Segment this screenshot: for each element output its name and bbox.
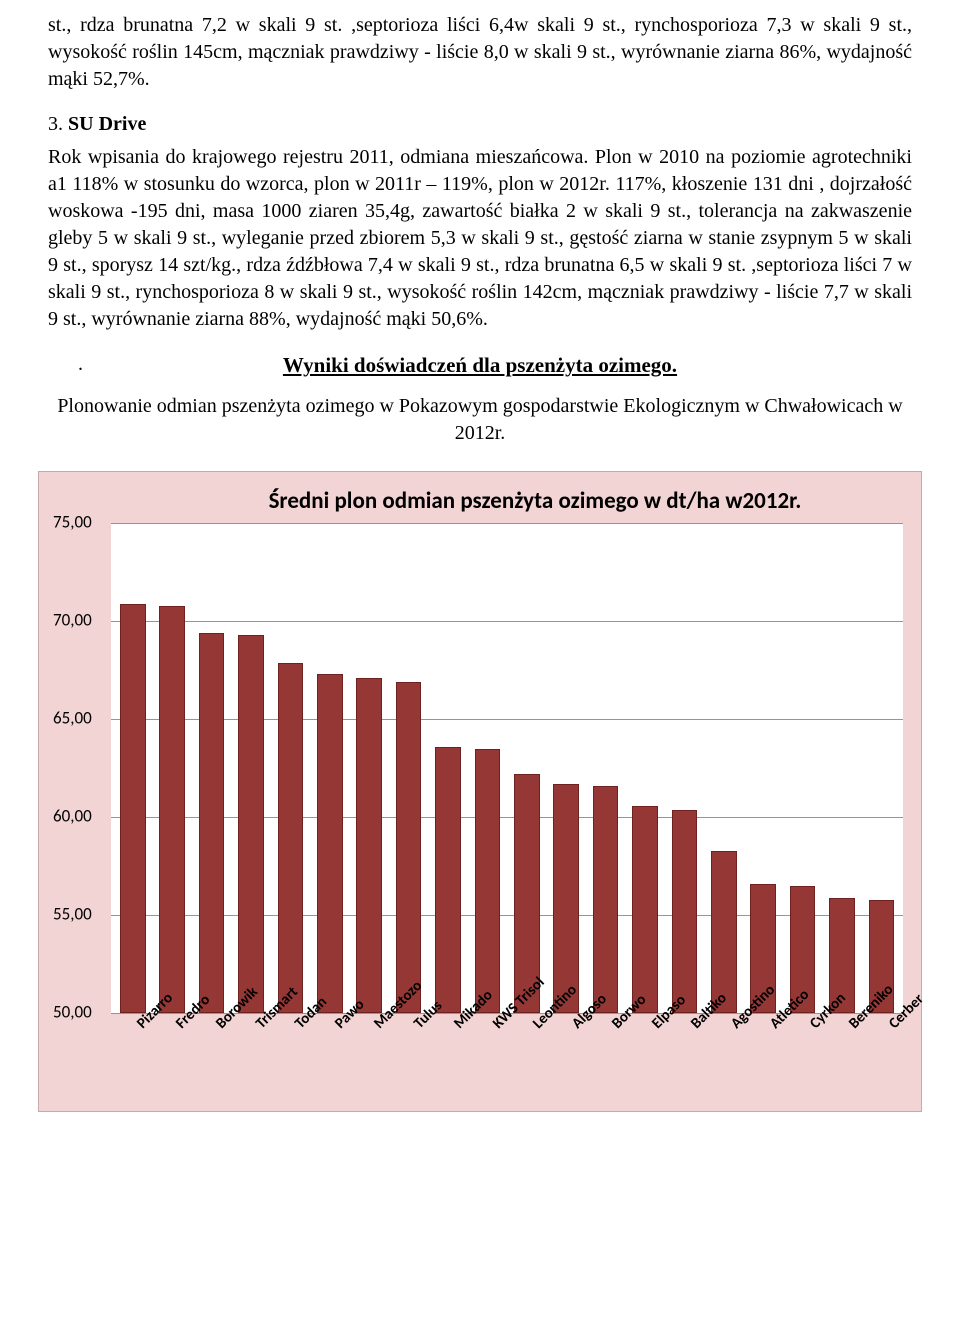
bar xyxy=(199,633,225,1013)
x-axis-label: Todan xyxy=(291,1015,310,1034)
x-label-slot: Agostino xyxy=(705,1013,745,1103)
x-label-slot: Leontino xyxy=(507,1013,547,1103)
bar xyxy=(356,678,382,1013)
chart-plot: Pizarro Fredro Borowik Trismart Todan Pawo Mae… xyxy=(53,523,907,1103)
x-axis-label: Baltiko xyxy=(687,1015,706,1034)
bar xyxy=(159,606,185,1014)
x-label-slot: Maestozo xyxy=(349,1013,389,1103)
chart-card: Średni plon odmian pszenżyta ozimego w d… xyxy=(38,471,922,1112)
chart-title: Średni plon odmian pszenżyta ozimego w d… xyxy=(163,486,907,517)
x-label-slot: KWS Trisol xyxy=(467,1013,507,1103)
x-axis-label: Mikado xyxy=(449,1015,468,1034)
x-axis-labels: Pizarro Fredro Borowik Trismart Todan Pawo Mae… xyxy=(111,1013,903,1103)
plot-area xyxy=(111,523,903,1013)
bar xyxy=(396,682,422,1013)
list-body-3: Rok wpisania do krajowego rejestru 2011,… xyxy=(48,144,912,333)
bar xyxy=(672,810,698,1014)
x-axis-label: Algoso xyxy=(568,1015,587,1034)
x-label-slot: Tulus xyxy=(388,1013,428,1103)
bar-slot xyxy=(389,523,428,1013)
x-label-slot: Elpaso xyxy=(626,1013,666,1103)
y-axis-label: 65,00 xyxy=(53,708,105,731)
subheading: Plonowanie odmian pszenżyta ozimego w Po… xyxy=(48,393,912,447)
x-axis-label: Bereniko xyxy=(845,1015,864,1034)
section-heading: Wyniki doświadczeń dla pszenżyta ozimego… xyxy=(48,351,912,379)
bar-slot xyxy=(704,523,743,1013)
bar-slot xyxy=(862,523,901,1013)
bar-slot xyxy=(744,523,783,1013)
x-axis-label: Tulus xyxy=(410,1015,429,1034)
x-axis-label: Leontino xyxy=(528,1015,547,1034)
x-axis-label: Cyrkon xyxy=(806,1015,825,1034)
x-axis-label: Cerber xyxy=(885,1015,904,1034)
bar-slot xyxy=(625,523,664,1013)
bar-slot xyxy=(310,523,349,1013)
x-label-slot: Baltiko xyxy=(665,1013,705,1103)
bar xyxy=(632,806,658,1014)
x-label-slot: Pawo xyxy=(309,1013,349,1103)
list-title: SU Drive xyxy=(68,113,146,135)
bar xyxy=(120,604,146,1014)
x-axis-label: Agostino xyxy=(726,1015,745,1034)
bar-slot xyxy=(822,523,861,1013)
x-label-slot: Algoso xyxy=(547,1013,587,1103)
bar-slot xyxy=(192,523,231,1013)
x-axis-label: Pizarro xyxy=(133,1015,152,1034)
x-axis-label: Trismart xyxy=(251,1015,270,1034)
x-label-slot: Mikado xyxy=(428,1013,468,1103)
bar-slot xyxy=(231,523,270,1013)
stray-dot: . xyxy=(78,351,83,378)
y-axis-label: 60,00 xyxy=(53,806,105,829)
x-label-slot: Trismart xyxy=(230,1013,270,1103)
x-axis-label: Maestozo xyxy=(370,1015,389,1034)
bar xyxy=(553,784,579,1013)
bar-slot xyxy=(349,523,388,1013)
x-axis-label: Atletico xyxy=(766,1015,785,1034)
list-number: 3. xyxy=(48,113,63,135)
bar-slot xyxy=(507,523,546,1013)
x-label-slot: Cyrkon xyxy=(784,1013,824,1103)
bar-slot xyxy=(113,523,152,1013)
bar-slot xyxy=(546,523,585,1013)
x-label-slot: Todan xyxy=(269,1013,309,1103)
bar-slot xyxy=(271,523,310,1013)
bar-slot xyxy=(428,523,467,1013)
bar xyxy=(711,851,737,1014)
x-label-slot: Fredro xyxy=(151,1013,191,1103)
bar-slot xyxy=(665,523,704,1013)
x-axis-label: Borowik xyxy=(212,1015,231,1034)
bars-row xyxy=(111,523,903,1013)
bar xyxy=(435,747,461,1014)
x-label-slot: Borowik xyxy=(190,1013,230,1103)
list-item-3: 3. SU Drive xyxy=(48,111,912,138)
x-axis-label: KWS Trisol xyxy=(489,1015,508,1034)
x-label-slot: Atletico xyxy=(745,1013,785,1103)
bar-slot xyxy=(586,523,625,1013)
x-axis-label: Pawo xyxy=(331,1015,350,1034)
y-axis-label: 55,00 xyxy=(53,904,105,927)
x-axis-label: Fredro xyxy=(172,1015,191,1034)
bar xyxy=(475,749,501,1014)
bar xyxy=(238,635,264,1013)
bar-slot xyxy=(783,523,822,1013)
y-axis-label: 70,00 xyxy=(53,610,105,633)
x-label-slot: Pizarro xyxy=(111,1013,151,1103)
bar xyxy=(593,786,619,1013)
paragraph-continuation: st., rdza brunatna 7,2 w skali 9 st. ,se… xyxy=(48,12,912,93)
y-axis-label: 75,00 xyxy=(53,512,105,535)
x-axis-label: Elpaso xyxy=(647,1015,666,1034)
bar-slot xyxy=(152,523,191,1013)
x-axis-label: Borwo xyxy=(608,1015,627,1034)
y-axis-label: 50,00 xyxy=(53,1002,105,1025)
x-label-slot: Bereniko xyxy=(824,1013,864,1103)
x-label-slot: Cerber xyxy=(863,1013,903,1103)
bar xyxy=(278,663,304,1014)
bar-slot xyxy=(468,523,507,1013)
bar xyxy=(317,674,343,1013)
x-label-slot: Borwo xyxy=(586,1013,626,1103)
